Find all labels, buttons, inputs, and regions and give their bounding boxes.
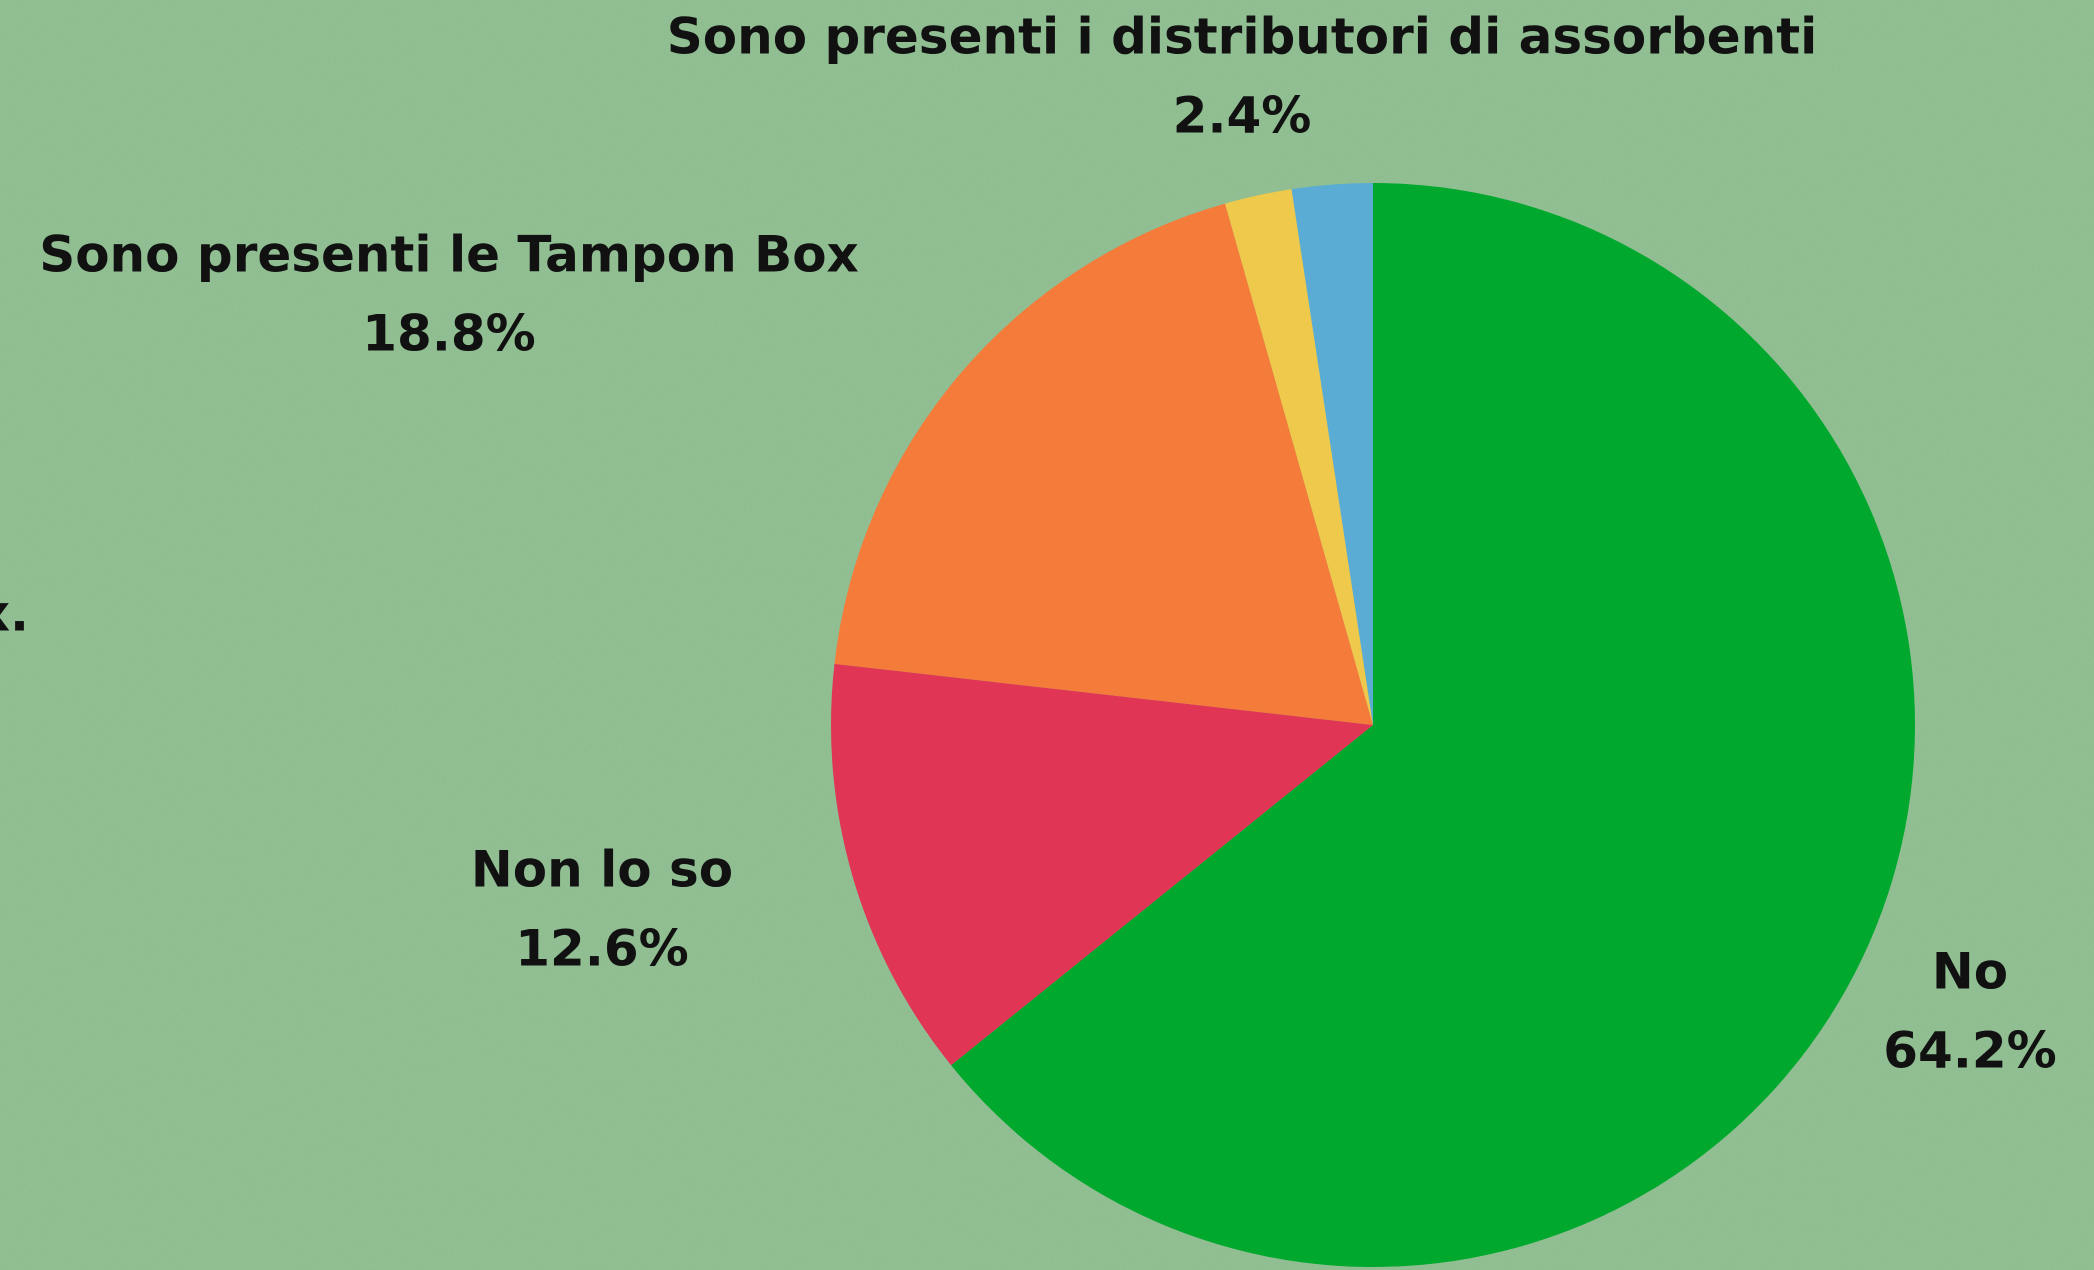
pie-slice	[1225, 189, 1373, 725]
slice-label: No	[1932, 943, 2008, 1001]
annotation: x.	[0, 585, 29, 643]
slice-label: Non lo so	[471, 841, 733, 899]
value-label: 12.6%	[515, 920, 688, 978]
value-label: 64.2%	[1883, 1022, 2056, 1080]
slice-label: Sono presenti le Tampon Box	[39, 226, 859, 284]
value-label: 18.8%	[362, 305, 535, 363]
pie-slice	[834, 203, 1373, 726]
pie-slice	[951, 183, 1915, 1267]
value-label: 2.4%	[1173, 87, 1312, 145]
pie-slice	[831, 663, 1373, 1066]
slice-label: Sono presenti i distributori di assorben…	[667, 8, 1818, 66]
pie-slice	[1291, 183, 1373, 725]
